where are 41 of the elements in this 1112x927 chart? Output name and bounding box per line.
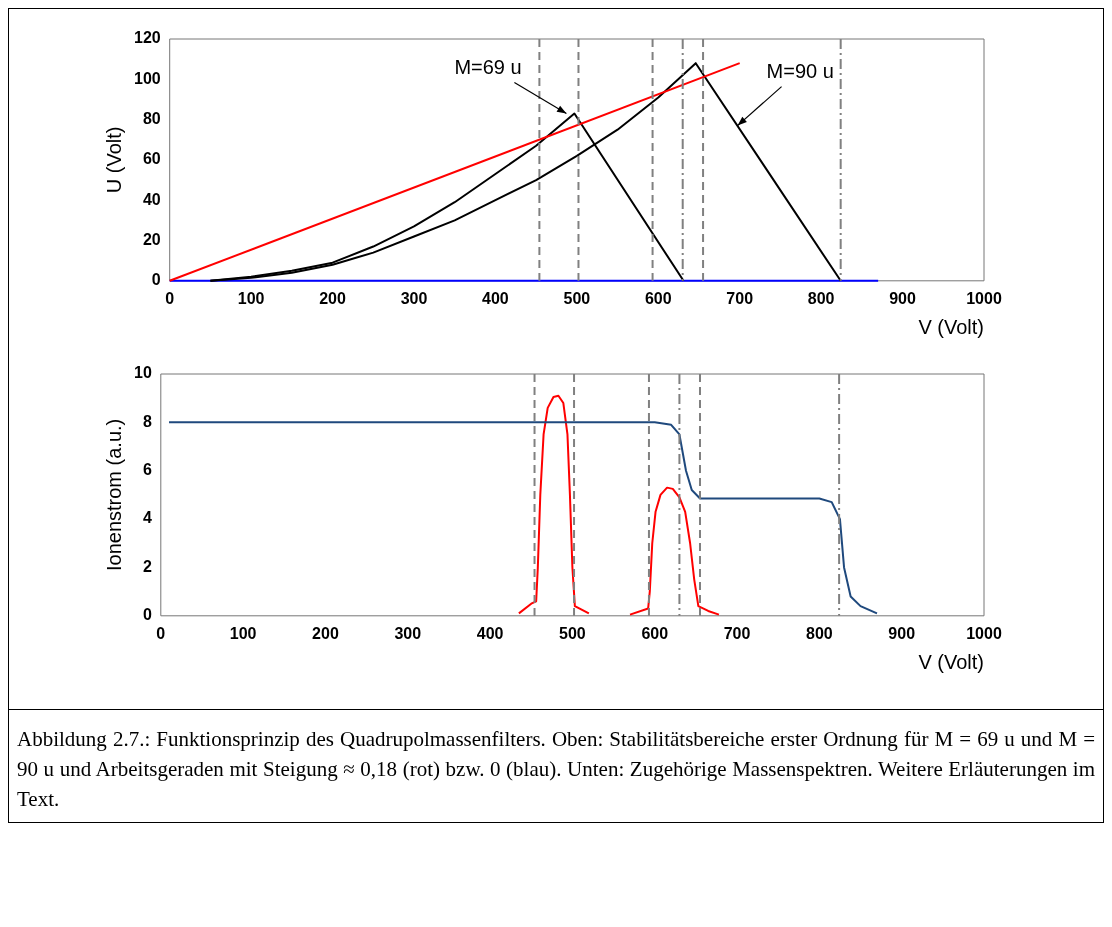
y-tick-label: 0 (142, 606, 152, 624)
y-tick-label: 40 (142, 190, 161, 208)
x-tick-label: 1000 (966, 289, 1002, 307)
y-axis-title: Ionenstrom (a.u.) (102, 418, 125, 572)
y-tick-label: 10 (134, 364, 152, 382)
text: Abbildung 2.7.: Funktionsprinzip des Quadrupolmassenfilters. Oben: Stabilitätsbereiche erster Ordnung für M = 69 u und M = 90 u und Arbeitsgeraden mit Steigung ≈ 0,18 (rot) bzw. 0 (blau). Unten: Zugehörige Massenspektren. Weitere Erläuterungen im Text. (9, 709, 1103, 822)
x-tick-label: 900 (888, 624, 916, 642)
x-tick-label: 800 (806, 624, 833, 642)
x-tick-label: 300 (394, 624, 422, 642)
x-tick-label: 400 (482, 289, 509, 307)
y-tick-label: 2 (142, 557, 152, 575)
y-tick-label: 60 (142, 150, 161, 168)
x-tick-label: 200 (312, 624, 339, 642)
y-tick-label: 6 (142, 461, 152, 479)
x-axis-title: V (Volt) (918, 315, 984, 338)
x-tick-label: 0 (165, 289, 175, 307)
x-tick-label: 400 (476, 624, 504, 642)
y-tick-label: 4 (142, 509, 152, 527)
x-tick-label: 100 (237, 289, 265, 307)
y-axis-title: U (Volt) (102, 126, 125, 194)
x-tick-label: 800 (807, 289, 835, 307)
annotation: M=69 u (454, 56, 522, 79)
y-tick-label: 80 (142, 110, 161, 128)
x-tick-label: 500 (559, 624, 586, 642)
x-tick-label: 1000 (966, 624, 1002, 642)
annotation: M=90 u (766, 60, 834, 83)
y-tick-label: 100 (133, 69, 161, 87)
x-tick-label: 600 (644, 289, 672, 307)
y-tick-label: 20 (142, 230, 161, 248)
x-tick-label: 100 (229, 624, 257, 642)
x-tick-label: 200 (319, 289, 346, 307)
x-tick-label: 300 (400, 289, 428, 307)
x-tick-label: 700 (726, 289, 754, 307)
y-tick-label: 8 (142, 412, 152, 430)
x-axis-title: V (Volt) (918, 650, 984, 673)
x-tick-label: 500 (563, 289, 591, 307)
x-tick-label: 600 (641, 624, 669, 642)
x-tick-label: 700 (723, 624, 751, 642)
y-tick-label: 0 (151, 271, 161, 289)
y-tick-label: 120 (133, 29, 161, 47)
x-tick-label: 900 (889, 289, 917, 307)
